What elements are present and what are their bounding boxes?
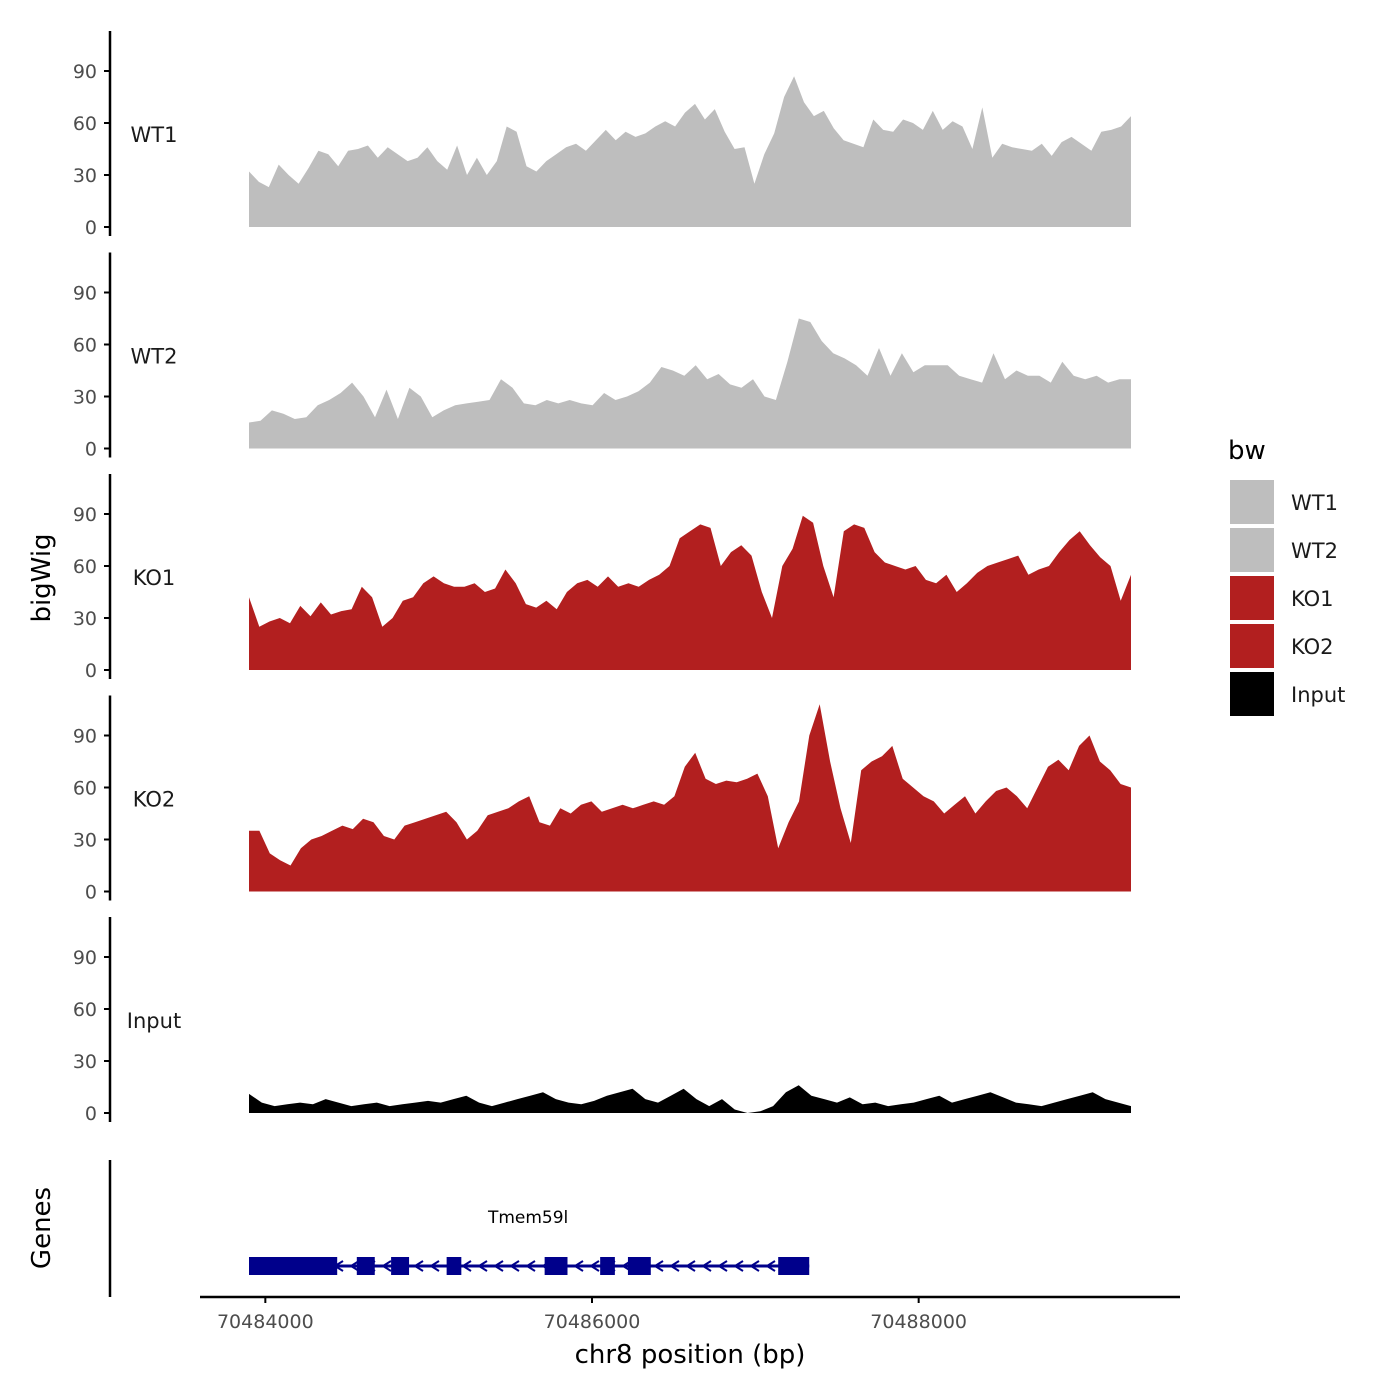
y-tick-label: 90 bbox=[73, 61, 97, 83]
gene-tmem59l: Tmem59l bbox=[249, 1208, 810, 1275]
strand-arrow bbox=[413, 1260, 424, 1272]
legend-label-wt1: WT1 bbox=[1291, 491, 1338, 515]
gene-exon bbox=[249, 1257, 338, 1275]
track-ko1: 0 30 60 90 KO1 bbox=[73, 474, 1131, 682]
y-tick-label: 60 bbox=[73, 999, 97, 1021]
y-tick-label: 0 bbox=[85, 660, 97, 682]
strand-arrow bbox=[765, 1260, 776, 1272]
y-tick-label: 0 bbox=[85, 439, 97, 461]
legend-swatch-ko1 bbox=[1230, 576, 1274, 620]
strand-arrow bbox=[589, 1260, 600, 1272]
signal-area-input bbox=[249, 1085, 1131, 1113]
strand-arrow bbox=[701, 1260, 712, 1272]
strand-arrow bbox=[749, 1260, 760, 1272]
legend-label-ko1: KO1 bbox=[1291, 587, 1334, 611]
strand-arrow bbox=[525, 1260, 536, 1272]
strand-arrow bbox=[509, 1260, 520, 1272]
strand-arrow bbox=[381, 1260, 392, 1272]
strand-arrow bbox=[349, 1260, 360, 1272]
strand-arrow bbox=[669, 1260, 680, 1272]
y-tick-label: 0 bbox=[85, 1103, 97, 1125]
y-tick-label: 90 bbox=[73, 947, 97, 969]
gene-exon bbox=[391, 1257, 410, 1275]
legend-swatch-input bbox=[1230, 672, 1274, 716]
y-tick-label: 60 bbox=[73, 556, 97, 578]
genes-axis-title: Genes bbox=[27, 1187, 57, 1269]
legend-swatch-wt1 bbox=[1230, 480, 1274, 524]
legend-swatch-wt2 bbox=[1230, 528, 1274, 572]
legend: bw WT1 WT2 KO1 KO2 Input bbox=[1228, 436, 1345, 716]
track-wt2: 0 30 60 90 WT2 bbox=[73, 252, 1131, 461]
y-tick-label: 60 bbox=[73, 335, 97, 357]
y-tick-label: 30 bbox=[73, 1051, 97, 1073]
y-tick-label: 60 bbox=[73, 113, 97, 135]
y-axis-title: bigWig bbox=[27, 533, 57, 622]
y-tick-label: 0 bbox=[85, 217, 97, 239]
strand-arrow bbox=[573, 1260, 584, 1272]
legend-label-ko2: KO2 bbox=[1291, 635, 1334, 659]
signal-area-ko2 bbox=[249, 704, 1131, 892]
y-tick-label: 30 bbox=[73, 608, 97, 630]
x-axis: 70484000 70486000 70488000 bbox=[200, 1295, 1180, 1333]
y-tick-label: 90 bbox=[73, 504, 97, 526]
y-tick-label: 90 bbox=[73, 283, 97, 305]
track-label: KO2 bbox=[133, 788, 176, 812]
x-tick-label: 70486000 bbox=[544, 1311, 641, 1333]
strand-arrow bbox=[733, 1260, 744, 1272]
strand-arrow bbox=[685, 1260, 696, 1272]
legend-label-wt2: WT2 bbox=[1291, 539, 1338, 563]
x-tick-label: 70484000 bbox=[217, 1311, 314, 1333]
strand-arrow bbox=[461, 1260, 472, 1272]
track-input: 0 30 60 90 Input bbox=[73, 917, 1131, 1125]
track-label: KO1 bbox=[133, 566, 176, 590]
y-tick-label: 30 bbox=[73, 165, 97, 187]
gene-exon bbox=[544, 1257, 568, 1275]
legend-label-input: Input bbox=[1291, 683, 1345, 707]
strand-arrow bbox=[717, 1260, 728, 1272]
y-tick-label: 30 bbox=[73, 830, 97, 852]
gene-panel: Tmem59l bbox=[108, 1160, 810, 1297]
gene-exon bbox=[600, 1257, 615, 1275]
track-ko2: 0 30 60 90 KO2 bbox=[73, 695, 1131, 904]
track-label: Input bbox=[127, 1009, 181, 1033]
y-tick-label: 60 bbox=[73, 778, 97, 800]
x-axis-title: chr8 position (bp) bbox=[575, 1340, 806, 1370]
strand-arrow bbox=[429, 1260, 440, 1272]
y-tick-label: 30 bbox=[73, 387, 97, 409]
signal-area-ko1 bbox=[249, 515, 1131, 670]
x-tick-label: 70488000 bbox=[870, 1311, 967, 1333]
gene-exon bbox=[627, 1257, 651, 1275]
strand-arrow bbox=[477, 1260, 488, 1272]
y-tick-label: 90 bbox=[73, 726, 97, 748]
track-label: WT2 bbox=[131, 345, 178, 369]
gene-name-label: Tmem59l bbox=[487, 1208, 568, 1228]
track-wt1: 0 30 60 90 WT1 bbox=[73, 31, 1131, 239]
signal-area-wt1 bbox=[249, 76, 1131, 227]
gene-exon bbox=[446, 1257, 462, 1275]
signal-area-wt2 bbox=[249, 318, 1131, 449]
gene-exon bbox=[356, 1257, 375, 1275]
legend-swatch-ko2 bbox=[1230, 624, 1274, 668]
strand-arrow bbox=[653, 1260, 664, 1272]
gene-exon bbox=[778, 1257, 810, 1275]
legend-title: bw bbox=[1228, 436, 1266, 466]
track-label: WT1 bbox=[131, 123, 178, 147]
y-tick-label: 0 bbox=[85, 882, 97, 904]
strand-arrow bbox=[493, 1260, 504, 1272]
signal-tracks: 0 30 60 90 WT1 0 30 60 90 WT2 0 30 60 90 KO1 0 30 60 90 KO2… bbox=[73, 31, 1131, 1125]
